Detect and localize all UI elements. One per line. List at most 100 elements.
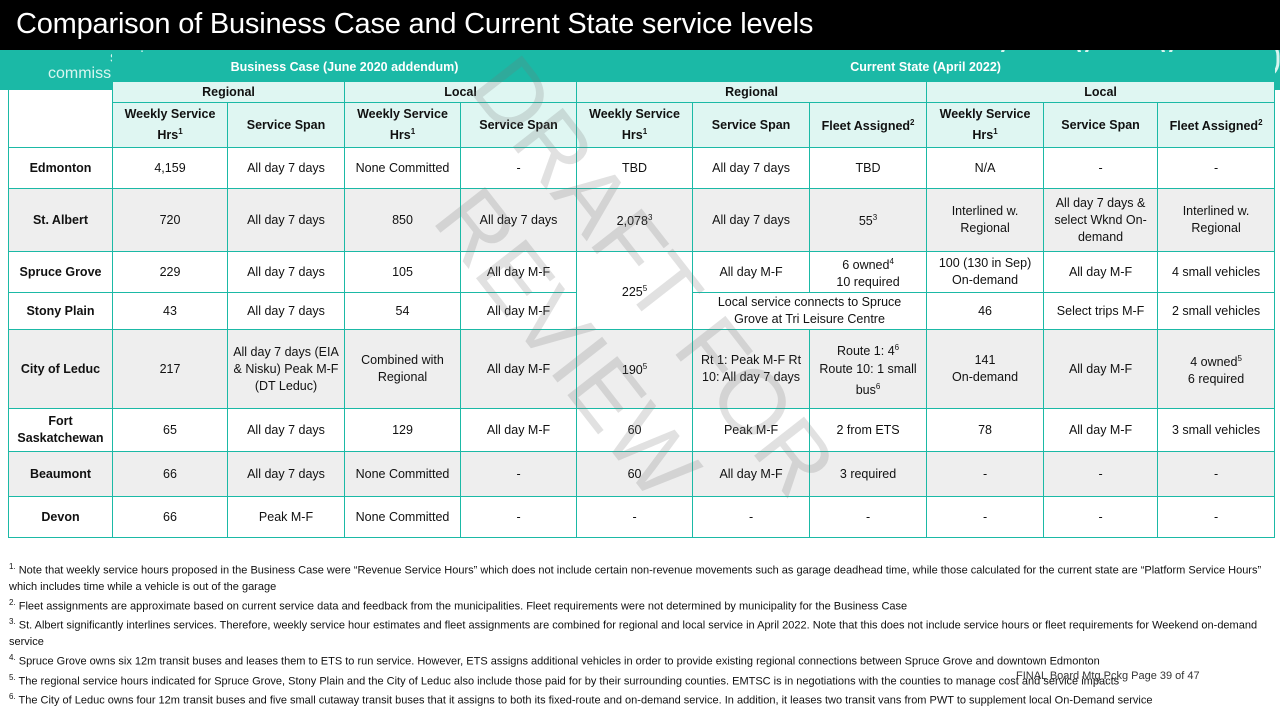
- cell: -: [459, 496, 578, 538]
- col-fleet-assigned: Fleet Assigned2: [1157, 102, 1276, 148]
- col-weekly-hours: Weekly Service Hrs1: [576, 102, 694, 148]
- cell: 141 On-demand: [926, 329, 1045, 409]
- cell: 65: [112, 408, 228, 452]
- cell: -: [459, 451, 578, 497]
- cs-regional-header: Regional: [576, 81, 928, 103]
- cell: 553: [809, 188, 928, 252]
- cell: All day 7 days: [227, 188, 345, 252]
- cell: 46: [926, 292, 1045, 330]
- cell: 4 owned5 6 required: [1157, 329, 1276, 409]
- footnotes: 1. Note that weekly service hours propos…: [9, 559, 1273, 709]
- cell: All day M-F: [459, 329, 578, 409]
- cell: -: [1043, 451, 1159, 497]
- cell: -: [1157, 451, 1276, 497]
- place-name: Edmonton: [8, 147, 113, 189]
- cell: -: [926, 496, 1045, 538]
- title-bar: Comparison of Business Case and Current …: [0, 0, 1280, 50]
- col-service-span: Service Span: [692, 102, 811, 148]
- cell: -: [692, 496, 811, 538]
- cell: Interlined w. Regional: [926, 188, 1045, 252]
- cell: 66: [112, 496, 228, 538]
- col-weekly-hours: Weekly Service Hrs1: [926, 102, 1045, 148]
- cell: 60: [576, 451, 694, 497]
- table-row: St. Albert 720 All day 7 days 850 All da…: [8, 188, 1276, 252]
- cell: All day 7 days (EIA & Nisku) Peak M-F (D…: [227, 329, 345, 409]
- cell: All day M-F: [692, 251, 811, 293]
- col-service-span: Service Span: [227, 102, 345, 148]
- cell: -: [1157, 147, 1276, 189]
- cell: Peak M-F: [227, 496, 345, 538]
- col-service-span: Service Span: [459, 102, 578, 148]
- cell: All day M-F: [459, 408, 578, 452]
- cell: 105: [344, 251, 461, 293]
- cell: Peak M-F: [692, 408, 811, 452]
- footnote: 1. Note that weekly service hours propos…: [9, 562, 1262, 593]
- cell: Rt 1: Peak M-F Rt 10: All day 7 days: [692, 329, 811, 409]
- cell: All day 7 days: [227, 408, 345, 452]
- place-name: Stony Plain: [8, 292, 113, 330]
- table-row: Stony Plain 43 All day 7 days 54 All day…: [8, 292, 1276, 330]
- col-service-span: Service Span: [1043, 102, 1159, 148]
- cell: 66: [112, 451, 228, 497]
- cell: Interlined w. Regional: [1157, 188, 1276, 252]
- cell: 1905: [576, 329, 694, 409]
- bc-local-header: Local: [343, 81, 578, 103]
- col-fleet-assigned: Fleet Assigned2: [809, 102, 928, 148]
- cell: All day M-F: [459, 292, 578, 330]
- col-weekly-hours: Weekly Service Hrs1: [112, 102, 228, 148]
- cell: 54: [344, 292, 461, 330]
- place-name: St. Albert: [8, 188, 113, 252]
- cell: All day M-F: [692, 451, 811, 497]
- cell: None Committed: [344, 147, 461, 189]
- cell: All day M-F: [1043, 329, 1159, 409]
- cell: Route 1: 46 Route 10: 1 small bus6: [809, 329, 928, 409]
- cell: 78: [926, 408, 1045, 452]
- table-row: Devon 66 Peak M-F None Committed - - - -…: [8, 496, 1276, 538]
- table-row: Edmonton 4,159 All day 7 days None Commi…: [8, 147, 1276, 189]
- group-business-case: Business Case (June 2020 addendum): [111, 52, 578, 82]
- comparison-table: Business Case (June 2020 addendum) Curre…: [8, 52, 1276, 538]
- cell-merged-note: Local service connects to Spruce Grove a…: [692, 292, 928, 330]
- cell: 3 small vehicles: [1157, 408, 1276, 452]
- table-row: Fort Saskatchewan 65 All day 7 days 129 …: [8, 408, 1276, 452]
- cell: 229: [112, 251, 228, 293]
- cell: All day 7 days & select Wknd On-demand: [1043, 188, 1159, 252]
- cell: All day M-F: [1043, 251, 1159, 293]
- cell: 6 owned4 10 required: [809, 251, 928, 293]
- table-row: Spruce Grove 229 All day 7 days 105 All …: [8, 251, 1276, 330]
- place-name: City of Leduc: [8, 329, 113, 409]
- cell: 43: [112, 292, 228, 330]
- table-row: City of Leduc 217 All day 7 days (EIA & …: [8, 329, 1276, 409]
- corner-cell: [8, 52, 113, 148]
- cell: 3 required: [809, 451, 928, 497]
- cell: Combined with Regional: [344, 329, 461, 409]
- cell: 4,159: [112, 147, 228, 189]
- place-name: Fort Saskatchewan: [8, 408, 113, 452]
- cell: 2 from ETS: [809, 408, 928, 452]
- cell: -: [1043, 147, 1159, 189]
- footnote: 5. The regional service hours indicated …: [9, 672, 1120, 688]
- bc-regional-header: Regional: [112, 81, 345, 103]
- cell: All day 7 days: [692, 147, 811, 189]
- cell: -: [576, 496, 694, 538]
- place-name: Beaumont: [8, 451, 113, 497]
- cell: All day 7 days: [459, 188, 578, 252]
- cell: Select trips M-F: [1043, 292, 1159, 330]
- cell: -: [1043, 496, 1159, 538]
- cell: All day M-F: [1043, 408, 1159, 452]
- cell: -: [459, 147, 578, 189]
- footnote: 4. Spruce Grove owns six 12m transit bus…: [9, 652, 1100, 668]
- cell: None Committed: [344, 496, 461, 538]
- cell: All day 7 days: [692, 188, 811, 252]
- place-name: Devon: [8, 496, 113, 538]
- table-row: Beaumont 66 All day 7 days None Committe…: [8, 451, 1276, 497]
- cell: None Committed: [344, 451, 461, 497]
- cell: All day 7 days: [227, 292, 345, 330]
- footnote: 6. The City of Leduc owns four 12m trans…: [9, 692, 1153, 707]
- cell: -: [926, 451, 1045, 497]
- cell: TBD: [809, 147, 928, 189]
- cell: 217: [112, 329, 228, 409]
- col-weekly-hours: Weekly Service Hrs1: [344, 102, 461, 148]
- group-current-state: Current State (April 2022): [576, 52, 1276, 82]
- cell: -: [1157, 496, 1276, 538]
